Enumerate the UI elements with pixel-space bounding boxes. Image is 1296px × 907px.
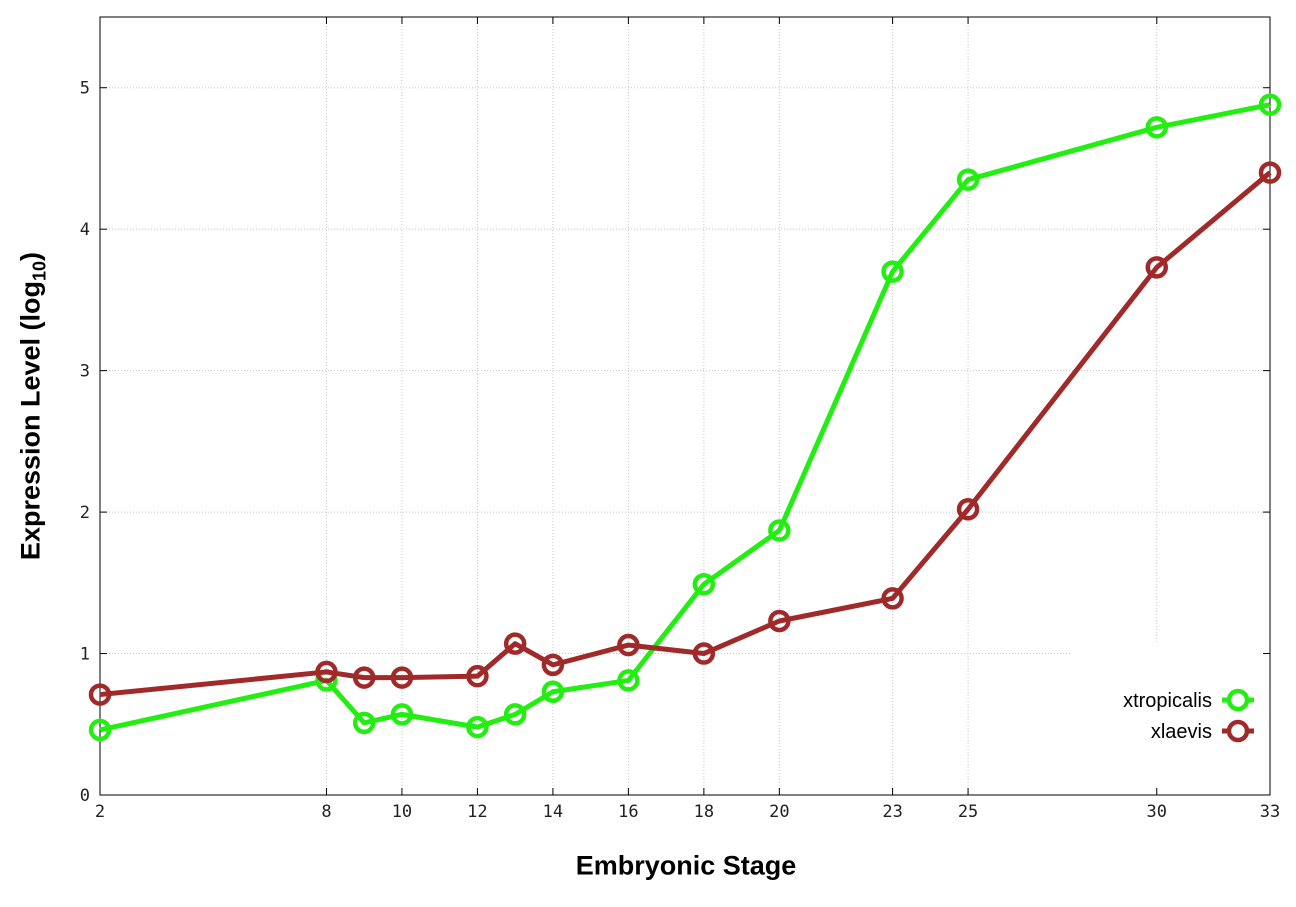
y-axis-label: Expression Level (log10) bbox=[15, 252, 50, 560]
x-tick-label: 8 bbox=[321, 802, 331, 822]
data-point-xtropicalis bbox=[352, 711, 376, 735]
series-line-xlaevis bbox=[99, 170, 1272, 698]
data-point-xlaevis bbox=[88, 683, 112, 706]
plot-area-border bbox=[99, 16, 1271, 796]
x-tick-label: 14 bbox=[543, 802, 563, 822]
series-line-xtropicalis bbox=[99, 102, 1271, 733]
data-point-xlaevis bbox=[956, 498, 980, 521]
data-point-xtropicalis bbox=[1258, 93, 1282, 116]
data-point-xtropicalis bbox=[503, 703, 527, 726]
data-point-xtropicalis bbox=[390, 703, 414, 726]
data-point-xtropicalis bbox=[1145, 116, 1169, 139]
data-point-xtropicalis bbox=[617, 669, 640, 692]
data-point-xtropicalis bbox=[768, 519, 791, 542]
data-point-xlaevis bbox=[541, 653, 565, 677]
x-tick-label: 23 bbox=[882, 802, 902, 822]
data-point-xlaevis bbox=[881, 587, 904, 610]
data-point-xtropicalis bbox=[88, 718, 112, 742]
x-tick-label: 20 bbox=[769, 802, 789, 822]
legend-label-xlaevis: xlaevis bbox=[1151, 721, 1212, 743]
data-point-xlaevis bbox=[466, 664, 489, 688]
data-point-xtropicalis bbox=[692, 572, 716, 596]
x-tick-label: 12 bbox=[467, 802, 487, 822]
x-tick-label: 10 bbox=[392, 802, 412, 822]
x-tick-label: 2 bbox=[95, 802, 105, 822]
legend-marker-xtropicalis bbox=[1226, 688, 1250, 712]
data-point-xlaevis bbox=[1258, 161, 1282, 184]
y-tick-label: 2 bbox=[80, 503, 90, 523]
data-point-xtropicalis bbox=[956, 168, 980, 191]
y-axis-label-close: ) bbox=[15, 251, 46, 261]
data-point-xtropicalis bbox=[881, 260, 904, 283]
data-point-xlaevis bbox=[617, 633, 640, 657]
legend-marker-xlaevis bbox=[1226, 719, 1250, 743]
x-tick-label: 25 bbox=[958, 802, 978, 822]
data-point-xlaevis bbox=[768, 609, 791, 633]
x-tick-label: 18 bbox=[694, 802, 714, 822]
y-tick-label: 1 bbox=[80, 645, 90, 665]
grid-lines bbox=[100, 17, 1270, 795]
legend: xtropicalis xlaevis bbox=[1123, 688, 1254, 743]
y-tick-label: 3 bbox=[80, 362, 90, 382]
data-point-xlaevis bbox=[1145, 256, 1169, 279]
x-tick-label: 16 bbox=[618, 802, 638, 822]
y-axis-label-main: Expression Level (log bbox=[15, 280, 46, 561]
data-point-xlaevis bbox=[692, 642, 716, 665]
y-tick-label: 4 bbox=[80, 220, 90, 240]
data-point-xtropicalis bbox=[466, 715, 489, 739]
legend-label-xtropicalis: xtropicalis bbox=[1123, 690, 1212, 712]
data-point-xlaevis bbox=[503, 632, 527, 655]
x-tick-label: 30 bbox=[1147, 802, 1167, 822]
x-tick-label: 33 bbox=[1260, 802, 1280, 822]
data-point-xlaevis bbox=[315, 660, 338, 684]
y-tick-label: 5 bbox=[80, 79, 90, 99]
data-point-xlaevis bbox=[390, 666, 414, 689]
series-lines bbox=[88, 93, 1282, 742]
data-point-xtropicalis bbox=[541, 680, 565, 703]
y-tick-label: 0 bbox=[80, 786, 90, 806]
data-point-xlaevis bbox=[352, 666, 376, 689]
x-axis-label: Embryonic Stage bbox=[575, 850, 797, 881]
y-axis-label-subscript: 10 bbox=[29, 260, 50, 281]
